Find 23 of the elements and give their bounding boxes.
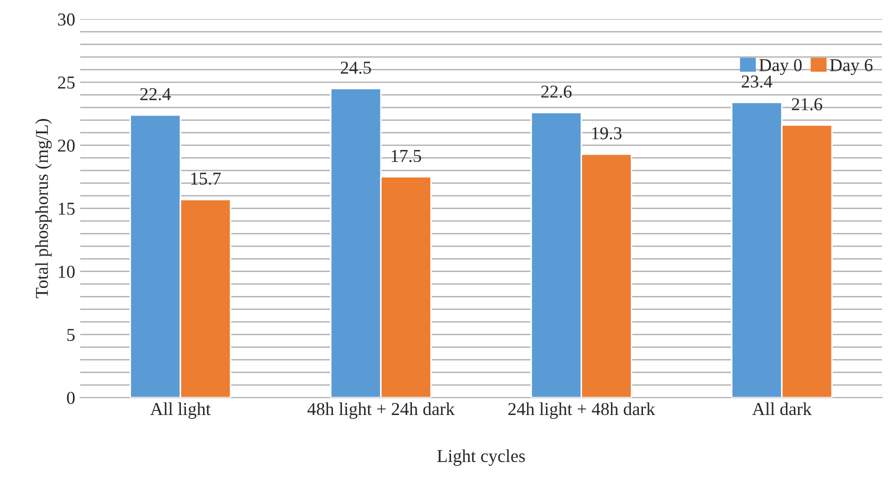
legend-label: Day 6	[830, 59, 873, 75]
data-label: 24.5	[340, 62, 371, 74]
x-tick-label: 48h light + 24h dark	[307, 402, 455, 419]
x-tick-label: 24h light + 48h dark	[508, 402, 656, 419]
data-label: 19.3	[592, 127, 622, 140]
x-axis-title: Light cycles	[437, 449, 525, 466]
data-label: 22.4	[140, 88, 171, 100]
y-tick-label: 15	[58, 202, 75, 215]
legend-label: Day 0	[759, 59, 802, 75]
y-tick-label: 20	[58, 140, 75, 152]
data-label: 23.4	[742, 76, 772, 88]
data-label: 17.5	[392, 150, 422, 162]
data-label: 22.6	[541, 86, 572, 98]
y-tick-label: 0	[66, 392, 75, 404]
y-tick-label: 30	[58, 13, 75, 26]
y-tick-label: 10	[58, 266, 75, 278]
data-label: 15.7	[191, 172, 221, 185]
data-label: 21.6	[792, 98, 822, 110]
x-tick-label: All dark	[752, 402, 812, 416]
y-tick-label: 25	[58, 76, 75, 89]
x-tick-label: All light	[150, 402, 211, 419]
y-axis-title: Total phosphorus (mg/L)	[35, 119, 52, 298]
y-tick-label: 5	[67, 328, 75, 341]
